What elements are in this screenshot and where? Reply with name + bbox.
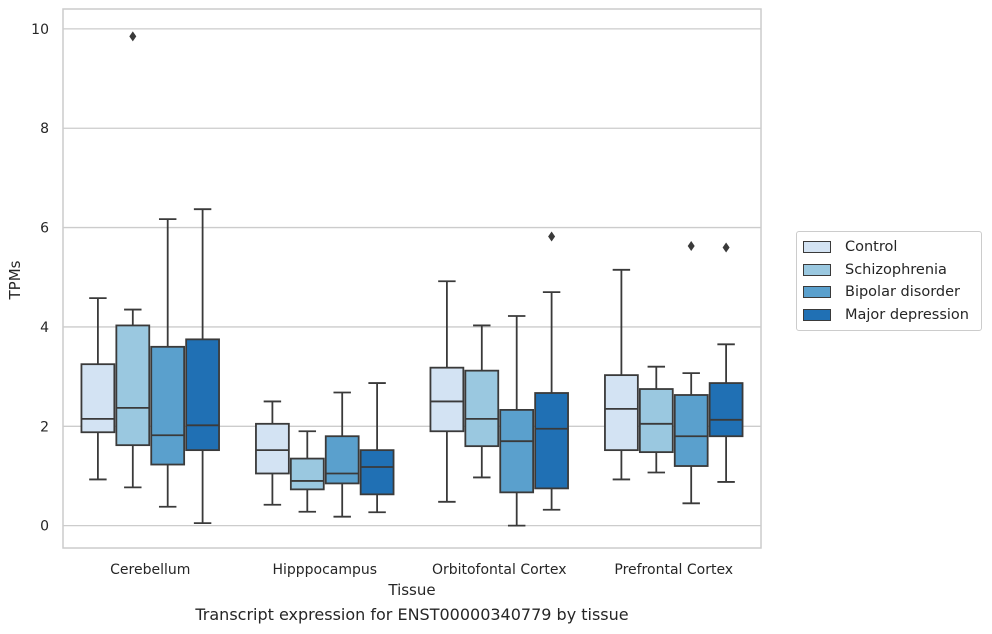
- x-axis-title: Tissue: [387, 581, 435, 599]
- legend-item: Control: [797, 236, 981, 259]
- legend-item: Major depression: [797, 304, 981, 327]
- box-iqr: [324, 435, 360, 485]
- outlier-point: [548, 231, 556, 242]
- box-iqr: [708, 382, 744, 438]
- box-iqr: [604, 374, 639, 452]
- box: [185, 208, 220, 525]
- box-series: [80, 31, 744, 527]
- box-iqr: [359, 449, 395, 496]
- figure-caption: Transcript expression for ENST0000034077…: [195, 605, 629, 624]
- box: [708, 242, 744, 483]
- box-iqr: [255, 422, 290, 475]
- x-tick-label: Hipppocampus: [272, 562, 377, 578]
- x-tick-label: Cerebellum: [110, 562, 190, 578]
- y-tick-label: 4: [40, 320, 49, 336]
- legend: Control Schizophrenia Bipolar disorder Majo…: [796, 231, 982, 332]
- box: [289, 430, 325, 513]
- axis-ticks: 0 2 4 6 8 10 Cerebellum Hipppocampus Orbitofonta…: [31, 22, 733, 578]
- box: [115, 31, 151, 489]
- y-tick-label: 0: [40, 519, 49, 535]
- box: [80, 297, 116, 481]
- box: [534, 231, 569, 511]
- box-iqr: [638, 388, 674, 454]
- y-axis-title: TPMs: [6, 260, 24, 300]
- box: [464, 324, 500, 479]
- legend-item: Bipolar disorder: [797, 281, 981, 304]
- box-iqr: [534, 392, 569, 490]
- box-iqr: [499, 408, 535, 494]
- y-tick-label: 6: [40, 221, 49, 237]
- box: [359, 382, 395, 514]
- y-tick-label: 2: [40, 419, 49, 435]
- x-tick-label: Prefrontal Cortex: [614, 562, 733, 578]
- legend-item: Schizophrenia: [797, 259, 981, 282]
- box-iqr: [115, 324, 151, 447]
- legend-label: Schizophrenia: [845, 261, 947, 278]
- box-iqr: [673, 394, 709, 467]
- box-iqr: [464, 369, 500, 448]
- outlier-point: [687, 240, 695, 251]
- legend-swatch: [803, 286, 831, 299]
- box: [429, 280, 465, 503]
- legend-swatch: [803, 263, 831, 276]
- box-iqr: [289, 457, 325, 491]
- box: [255, 400, 290, 506]
- box: [673, 240, 709, 505]
- box-iqr: [150, 345, 186, 466]
- box-iqr: [429, 366, 465, 433]
- y-tick-label: 8: [40, 121, 49, 137]
- y-tick-label: 10: [31, 22, 49, 38]
- outlier-point: [722, 242, 730, 253]
- legend-label: Control: [845, 239, 898, 256]
- box: [324, 391, 360, 518]
- legend-label: Bipolar disorder: [845, 284, 960, 301]
- box: [638, 365, 674, 474]
- box: [604, 268, 639, 481]
- box-iqr: [185, 338, 220, 452]
- legend-swatch: [803, 241, 831, 254]
- box: [499, 315, 535, 527]
- box-iqr: [80, 363, 116, 434]
- x-tick-label: Orbitofontal Cortex: [432, 562, 567, 578]
- plot-area-frame: [62, 8, 762, 549]
- legend-swatch: [803, 309, 831, 322]
- outlier-point: [129, 31, 137, 42]
- box: [150, 218, 186, 508]
- legend-label: Major depression: [845, 307, 969, 324]
